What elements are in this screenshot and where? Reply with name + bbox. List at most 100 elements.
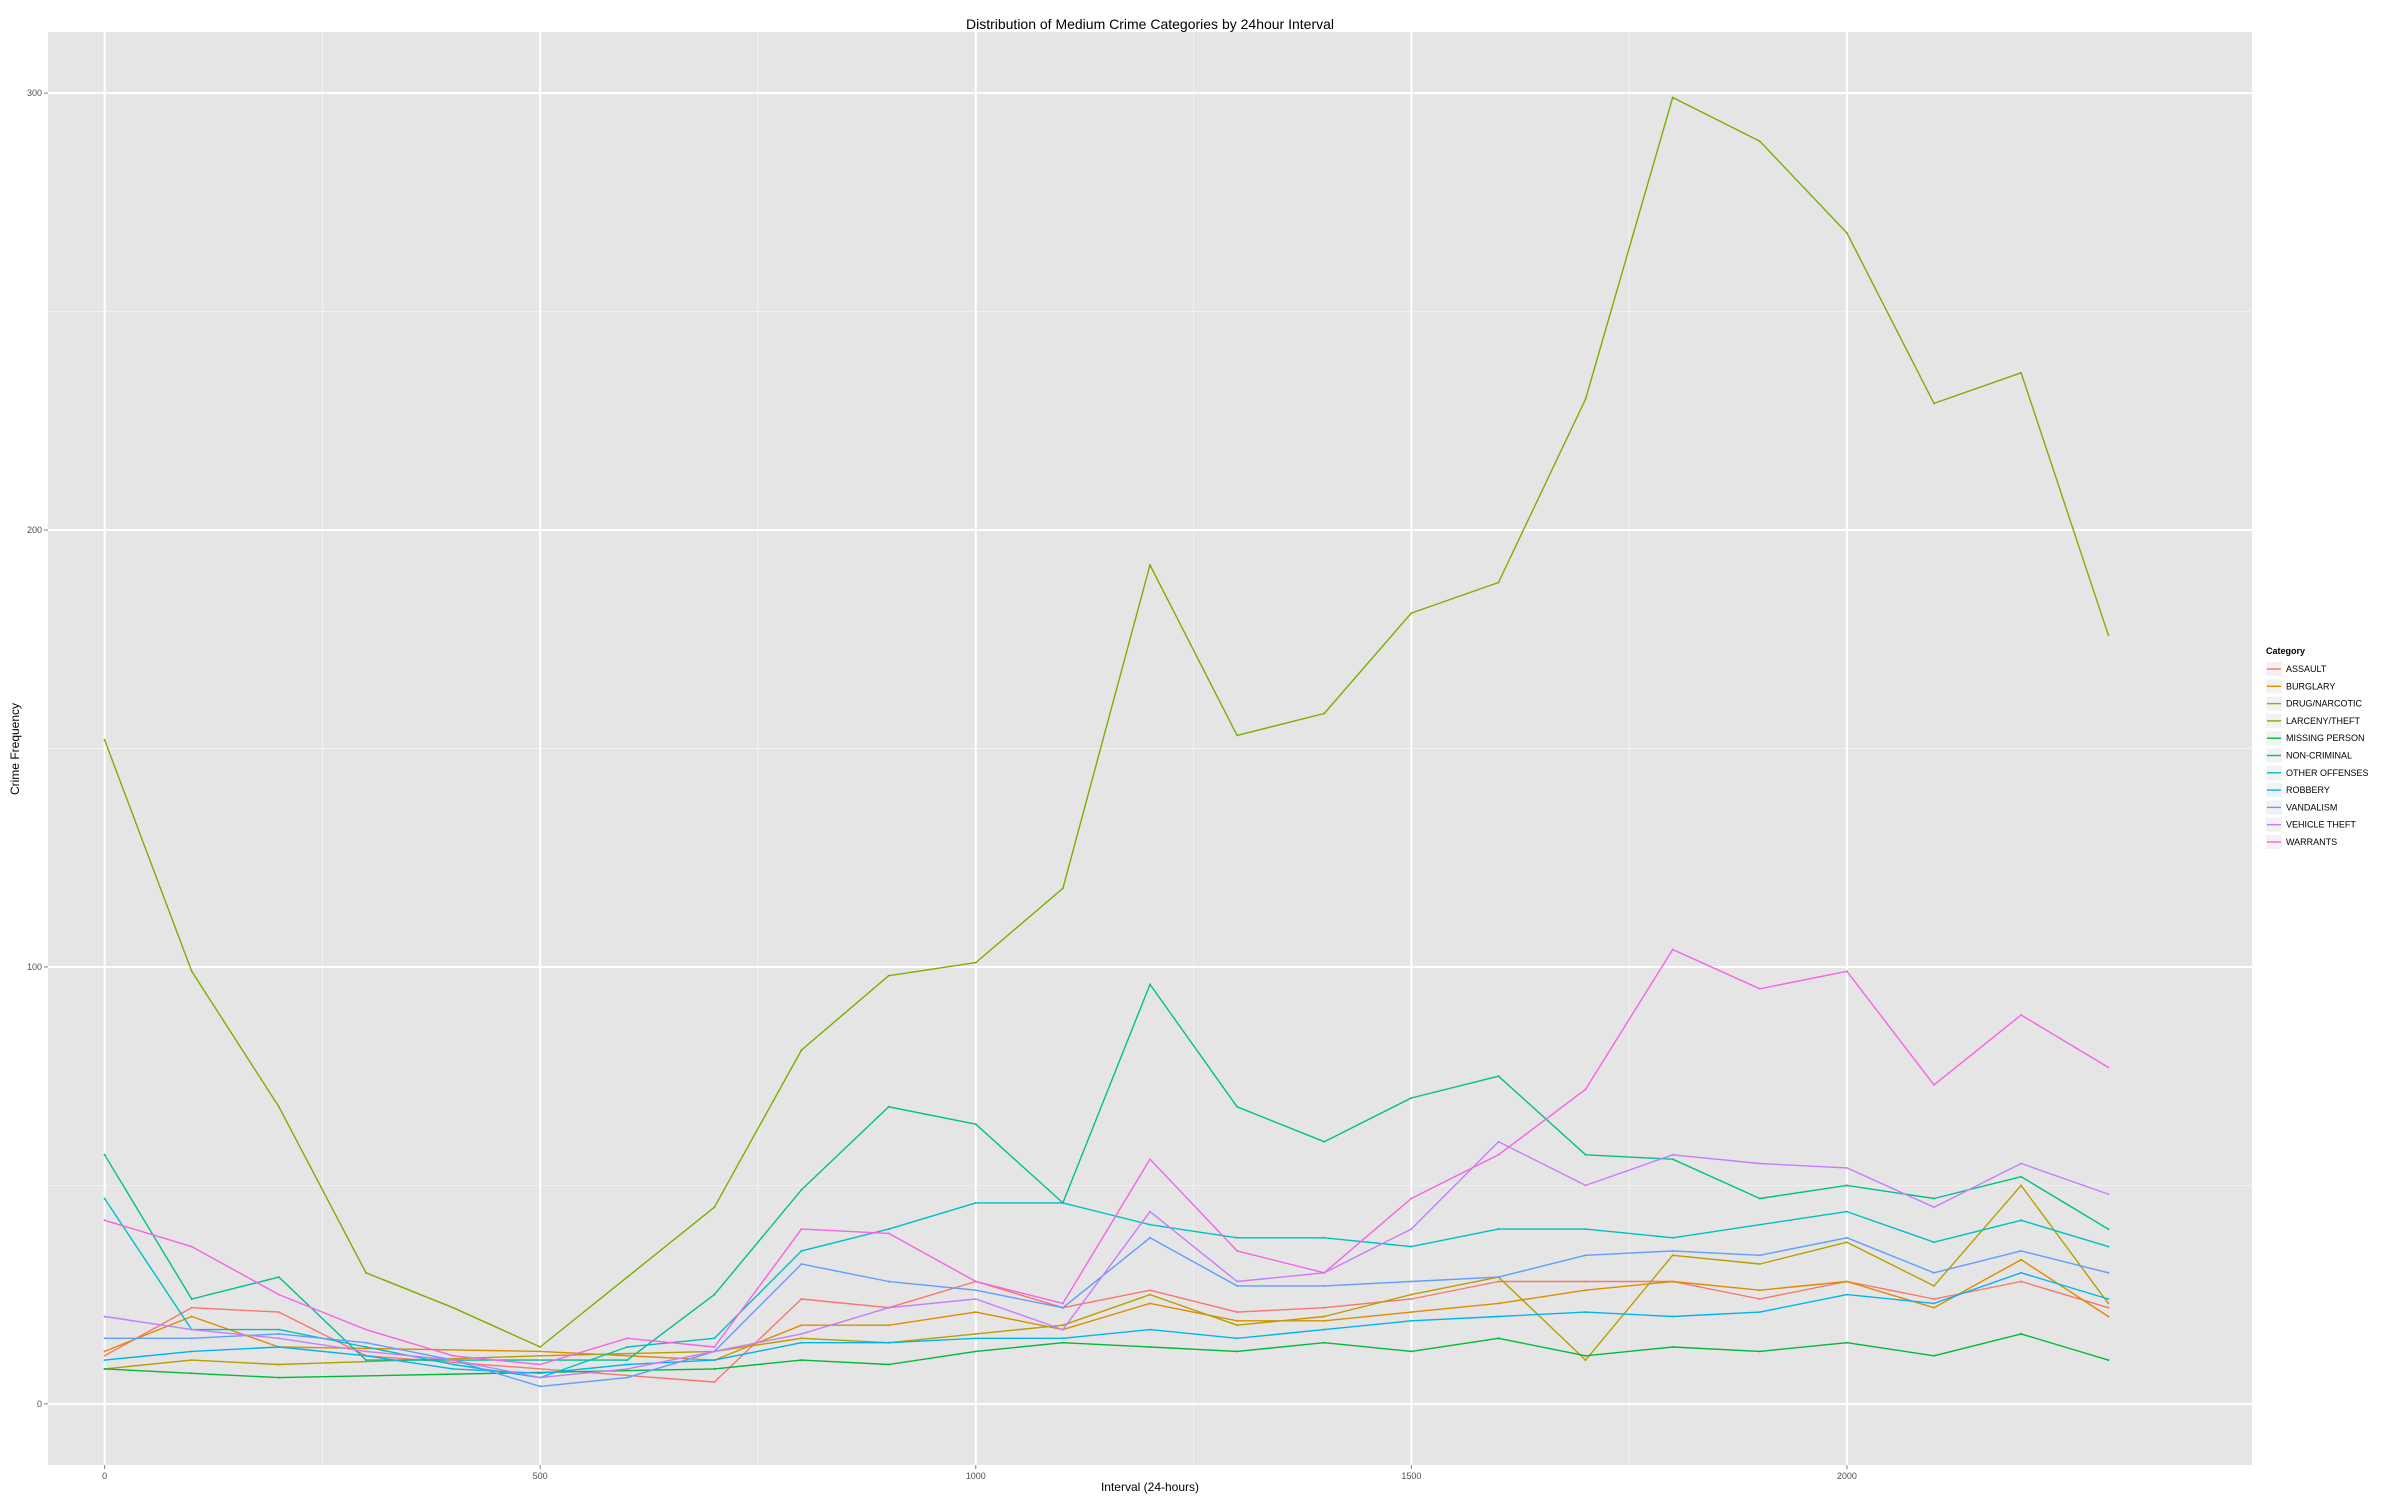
legend-label: MISSING PERSON [2286, 733, 2365, 743]
legend-title: Category [2266, 646, 2305, 656]
data-point-burglary [887, 1324, 890, 1327]
series-line-other-offenses [104, 1198, 2109, 1379]
data-point-vehicle-theft [887, 1306, 890, 1309]
data-point-non-criminal [103, 1153, 106, 1156]
data-point-robbery [277, 1346, 280, 1348]
series-layer [103, 96, 2110, 1388]
data-point-burglary [1149, 1302, 1151, 1305]
data-point-warrants [887, 1232, 890, 1235]
data-point-assault [2020, 1280, 2023, 1283]
data-point-assault [800, 1298, 803, 1300]
data-point-non-criminal [2020, 1175, 2023, 1178]
y-tick-label: 200 [27, 525, 42, 535]
grid-major [48, 32, 2252, 1465]
data-point-warrants [2020, 1014, 2023, 1016]
data-point-warrants [2107, 1066, 2110, 1069]
data-point-assault [1933, 1298, 1935, 1300]
data-point-other-offenses [626, 1346, 629, 1348]
data-point-vandalism [1758, 1254, 1761, 1257]
data-point-robbery [539, 1372, 542, 1375]
data-point-missing-person [277, 1376, 280, 1379]
data-point-robbery [2107, 1298, 2110, 1300]
data-point-burglary [190, 1315, 193, 1318]
series-line-missing-person [104, 1333, 2109, 1379]
series-line-vandalism [104, 1237, 2109, 1388]
data-point-drug-narcotic [1845, 1241, 1848, 1244]
data-point-larceny-theft [1410, 612, 1413, 615]
data-point-larceny-theft [1149, 564, 1151, 566]
legend-item-drug-narcotic: DRUG/NARCOTIC [2266, 696, 2362, 711]
data-point-vehicle-theft [452, 1359, 455, 1362]
data-point-robbery [1149, 1328, 1151, 1331]
data-point-burglary [1758, 1289, 1761, 1292]
data-point-vandalism [1671, 1249, 1674, 1252]
data-point-vehicle-theft [190, 1328, 193, 1331]
legend-label: LARCENY/THEFT [2286, 716, 2361, 726]
data-point-robbery [365, 1354, 367, 1357]
data-point-vehicle-theft [1061, 1328, 1064, 1331]
data-point-vandalism [1236, 1284, 1239, 1287]
data-point-other-offenses [1410, 1245, 1413, 1248]
series-vehicle-theft [103, 1140, 2110, 1379]
data-point-non-criminal [887, 1105, 890, 1108]
legend-item-vandalism: VANDALISM [2266, 800, 2337, 815]
data-point-assault [277, 1311, 280, 1314]
data-point-drug-narcotic [974, 1332, 977, 1335]
x-tick-label: 1000 [966, 1471, 986, 1481]
data-point-burglary [1323, 1319, 1326, 1322]
legend-label: DRUG/NARCOTIC [2286, 699, 2362, 709]
data-point-vehicle-theft [800, 1332, 803, 1335]
data-point-warrants [626, 1337, 629, 1340]
data-point-non-criminal [1933, 1197, 1935, 1200]
data-point-assault [1236, 1311, 1239, 1314]
data-point-non-criminal [800, 1188, 803, 1191]
data-point-missing-person [1933, 1354, 1935, 1357]
data-point-burglary [1497, 1302, 1500, 1305]
data-point-missing-person [1149, 1346, 1151, 1348]
data-point-warrants [1410, 1197, 1413, 1200]
legend: Category ASSAULT BURGLARY DRUG/NARCOTIC LAR… [2266, 646, 2369, 849]
data-point-vandalism [1845, 1236, 1848, 1239]
data-point-missing-person [974, 1350, 977, 1353]
data-point-burglary [1845, 1280, 1848, 1283]
data-point-larceny-theft [1845, 232, 1848, 234]
data-point-robbery [887, 1341, 890, 1344]
data-point-larceny-theft [452, 1306, 455, 1309]
data-point-warrants [1933, 1083, 1935, 1086]
data-point-larceny-theft [1497, 581, 1500, 584]
data-point-other-offenses [1061, 1201, 1064, 1204]
x-axis: 0 500 1000 1500 2000 [102, 1465, 1857, 1481]
data-point-non-criminal [626, 1359, 629, 1362]
data-point-larceny-theft [277, 1105, 280, 1108]
data-point-non-criminal [1410, 1097, 1413, 1099]
data-point-larceny-theft [365, 1271, 367, 1274]
data-point-larceny-theft [887, 974, 890, 977]
legend-label: BURGLARY [2286, 681, 2335, 691]
data-point-burglary [974, 1311, 977, 1314]
data-point-vehicle-theft [1758, 1162, 1761, 1165]
data-point-warrants [1497, 1153, 1500, 1156]
data-point-vandalism [626, 1376, 629, 1379]
legend-label: NON-CRIMINAL [2286, 751, 2352, 761]
data-point-vehicle-theft [1410, 1228, 1413, 1231]
data-point-missing-person [1671, 1346, 1674, 1348]
data-point-drug-narcotic [277, 1363, 280, 1366]
data-point-vandalism [1323, 1284, 1326, 1287]
series-line-warrants [104, 948, 2109, 1366]
data-point-non-criminal [713, 1293, 716, 1296]
legend-items: ASSAULT BURGLARY DRUG/NARCOTIC LARCENY/THEF… [2266, 662, 2369, 849]
data-point-robbery [2020, 1271, 2023, 1274]
y-axis-title: Crime Frequency [8, 703, 22, 795]
data-point-vehicle-theft [1497, 1140, 1500, 1143]
data-point-larceny-theft [1758, 140, 1761, 143]
data-point-other-offenses [1323, 1236, 1326, 1239]
data-point-burglary [539, 1350, 542, 1353]
data-point-drug-narcotic [1671, 1254, 1674, 1257]
data-point-vandalism [1584, 1254, 1587, 1257]
x-tick-label: 0 [102, 1471, 107, 1481]
data-point-other-offenses [1497, 1228, 1500, 1231]
data-point-non-criminal [365, 1359, 367, 1362]
data-point-robbery [1845, 1293, 1848, 1296]
data-point-assault [1149, 1289, 1151, 1292]
data-point-non-criminal [277, 1276, 280, 1279]
